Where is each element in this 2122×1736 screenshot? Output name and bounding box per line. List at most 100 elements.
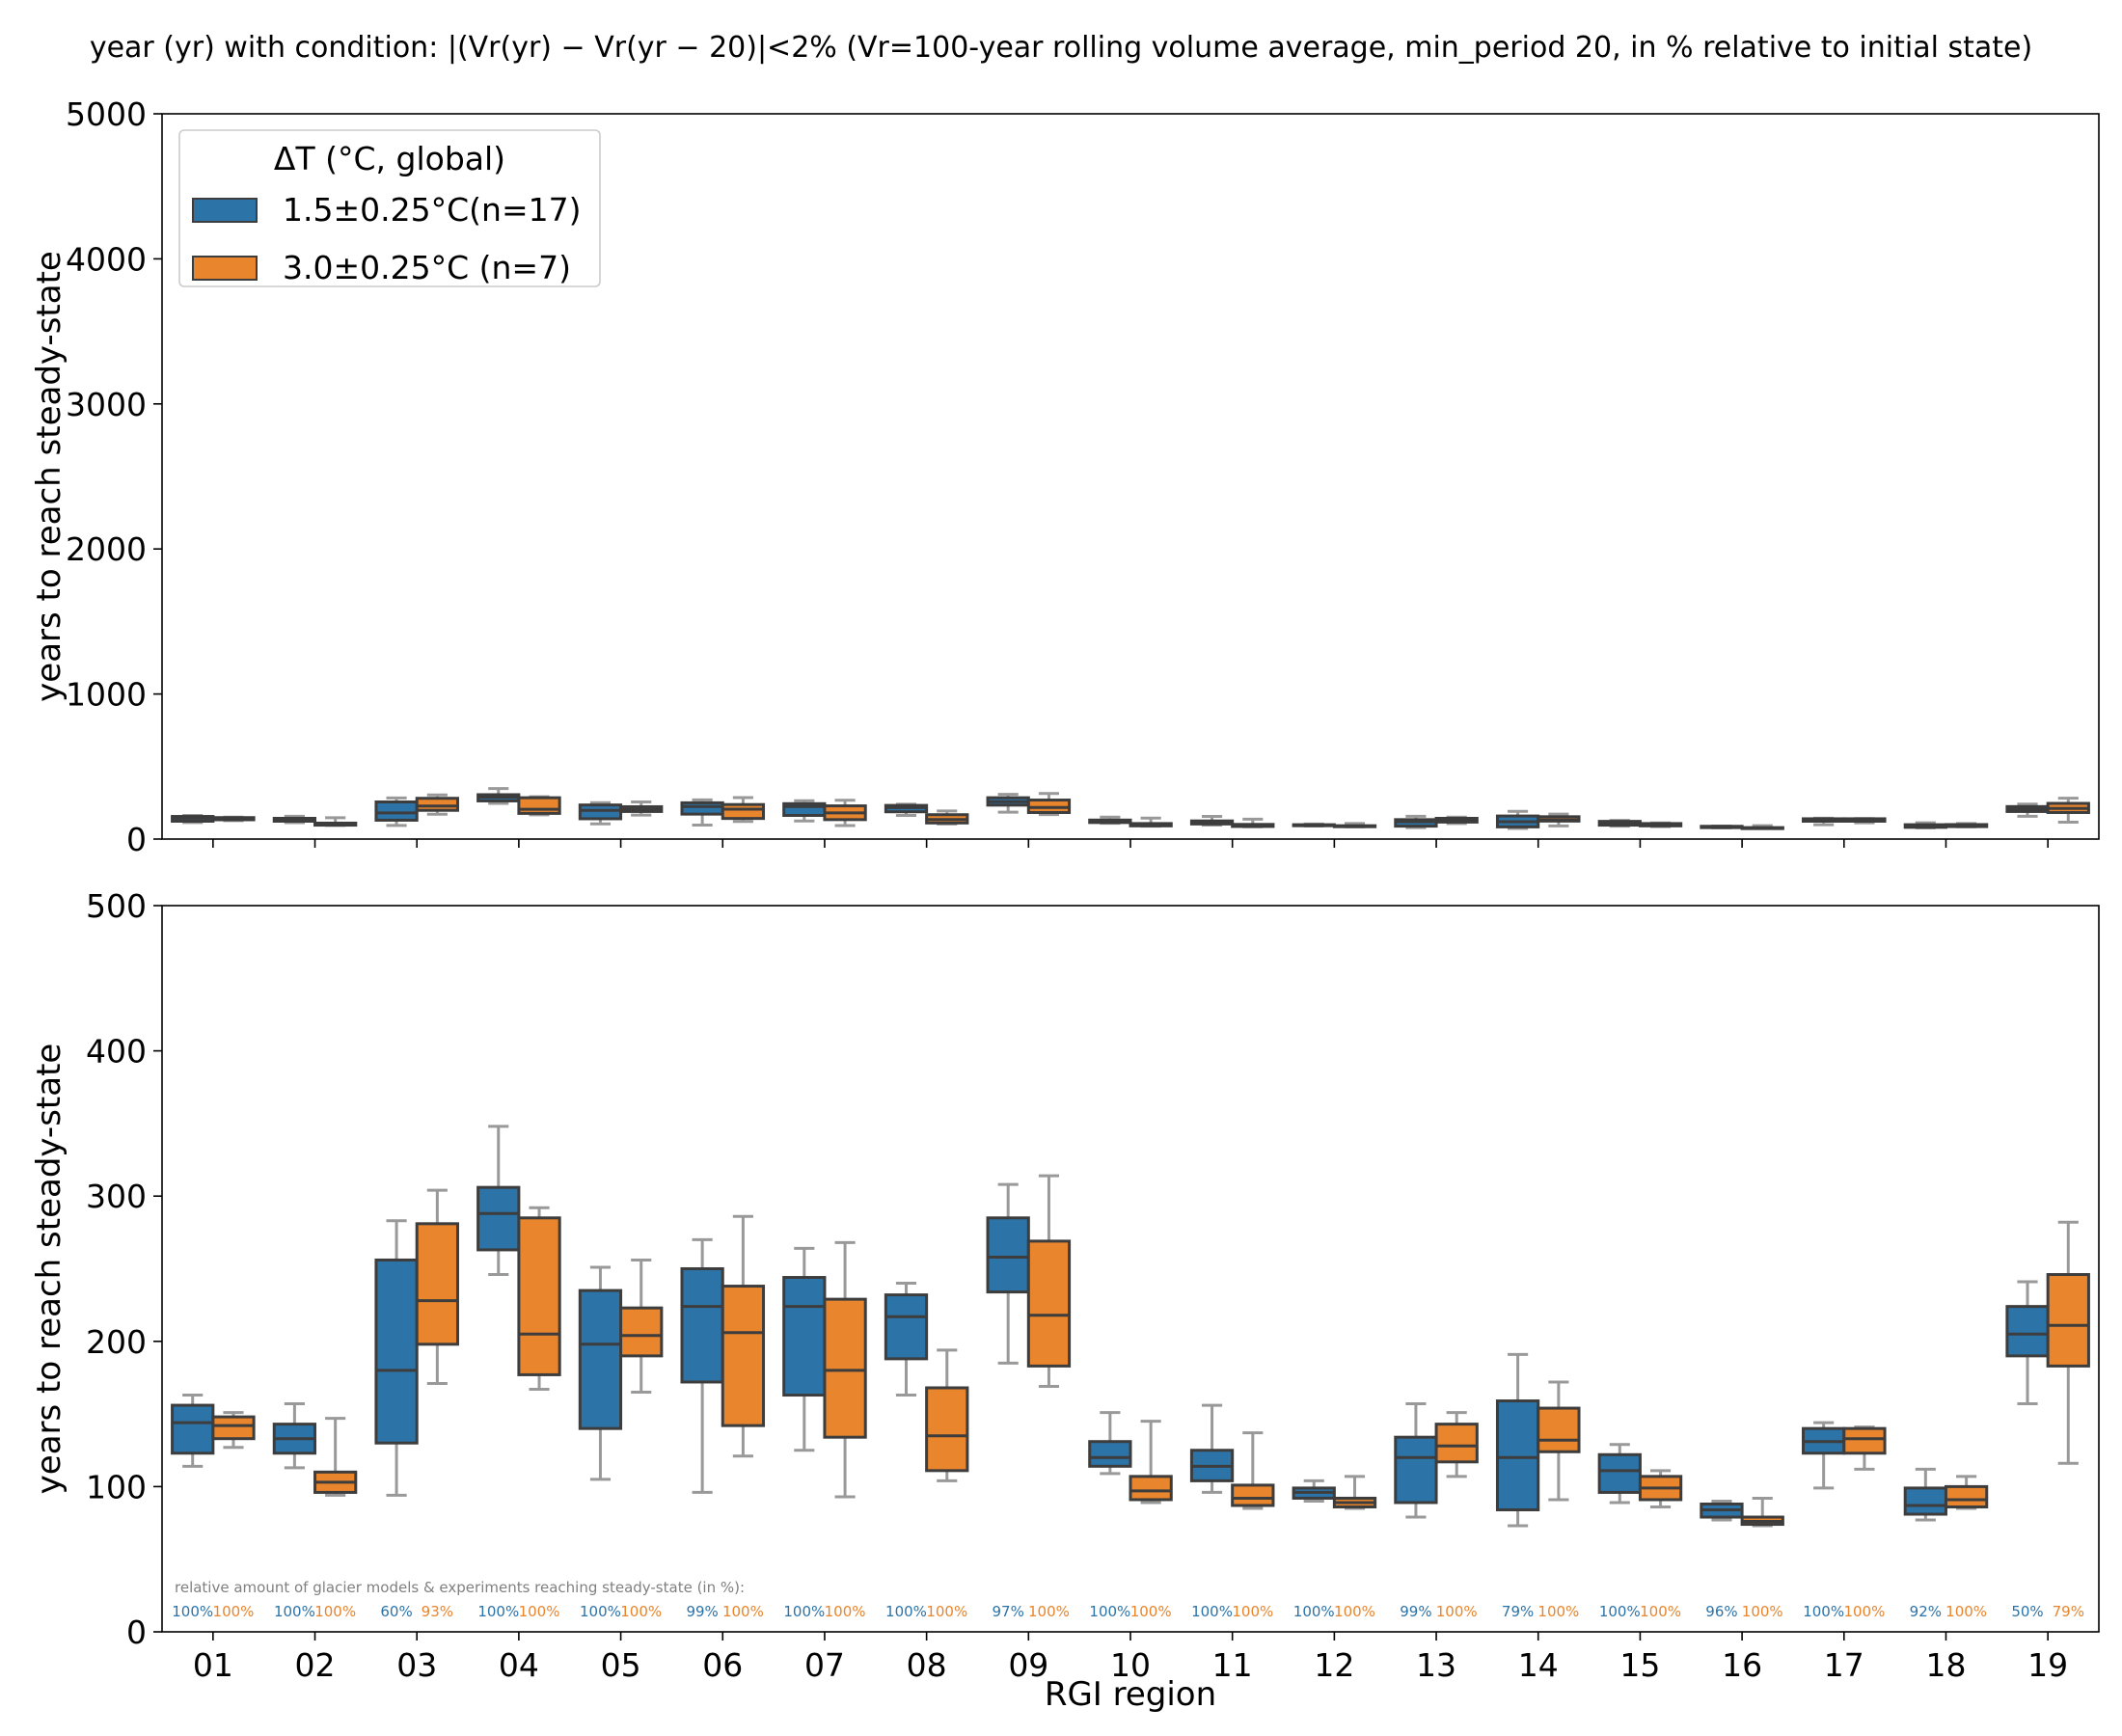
box-body — [721, 1285, 766, 1427]
y-tick-label: 1000 — [66, 676, 147, 714]
box-s15-06 — [680, 798, 724, 827]
box-body — [374, 800, 419, 822]
legend-label-s30: 3.0±0.25°C (n=7) — [283, 249, 571, 286]
x-tick-label-06: 06 — [702, 1646, 743, 1684]
pct-label-s30-08: 100% — [926, 1603, 967, 1620]
box-s30-05 — [619, 1258, 664, 1395]
box-body — [1026, 1239, 1072, 1368]
box-s15-08 — [884, 1282, 929, 1397]
panel-2: 0 100 200 300 400 500 01 02 03 04 05 06 07 08 09 10 11 12… — [30, 887, 2100, 1714]
pct-label-s30-12: 100% — [1334, 1603, 1375, 1620]
box-s15-04 — [476, 1125, 521, 1277]
pct-label-s15-16: 96% — [1705, 1603, 1737, 1620]
pct-label-s15-04: 100% — [477, 1603, 519, 1620]
box-s30-06 — [721, 796, 766, 824]
pct-label-s15-12: 100% — [1293, 1603, 1335, 1620]
pct-label-s15-10: 100% — [1089, 1603, 1130, 1620]
box-s30-14 — [1537, 1380, 1581, 1502]
box-s15-02 — [272, 1402, 317, 1470]
pct-label-s30-15: 100% — [1640, 1603, 1681, 1620]
box-s15-14 — [1495, 809, 1540, 830]
box-s30-01 — [211, 815, 256, 823]
box-s30-09 — [1026, 1174, 1072, 1388]
box-s15-12 — [1292, 1478, 1336, 1503]
x-tick-label-11: 11 — [1212, 1646, 1253, 1684]
box-s15-03 — [374, 1219, 419, 1497]
pct-label-s30-07: 100% — [825, 1603, 866, 1620]
pct-label-s15-11: 100% — [1191, 1603, 1233, 1620]
pct-label-s30-11: 100% — [1232, 1603, 1273, 1620]
box-s15-15 — [1597, 819, 1642, 828]
box-s30-09 — [1026, 792, 1072, 817]
pct-label-s30-17: 100% — [1843, 1603, 1885, 1620]
box-body — [578, 1288, 623, 1430]
box-body — [1434, 1423, 1479, 1464]
box-s30-11 — [1231, 1431, 1275, 1510]
annotation-title: relative amount of glacier models & expe… — [175, 1579, 745, 1596]
box-s15-02 — [272, 814, 317, 825]
box-s15-18 — [1903, 821, 1947, 829]
box-body — [721, 802, 766, 821]
x-tick-label-03: 03 — [396, 1646, 437, 1684]
box-s15-09 — [986, 793, 1030, 814]
y-tick-label: 4000 — [66, 240, 147, 278]
y-tick-label: 2000 — [66, 530, 147, 568]
box-s15-04 — [476, 787, 521, 805]
box-s30-13 — [1434, 1411, 1479, 1478]
box-s15-09 — [986, 1182, 1030, 1365]
box-s30-02 — [313, 816, 358, 827]
y-tick-label: 3000 — [66, 386, 147, 423]
y-tick-label: 300 — [86, 1178, 147, 1215]
x-tick-label-01: 01 — [193, 1646, 233, 1684]
pct-label-s30-14: 100% — [1537, 1603, 1579, 1620]
pct-label-s15-08: 100% — [885, 1603, 927, 1620]
pct-label-s15-17: 100% — [1803, 1603, 1844, 1620]
box-s30-03 — [415, 1188, 459, 1385]
box-s15-10 — [1088, 1411, 1132, 1476]
box-body — [476, 1185, 521, 1252]
box-s15-01 — [171, 1394, 215, 1468]
box-body — [517, 796, 561, 815]
box-s15-16 — [1700, 1499, 1744, 1522]
pct-label-s30-09: 100% — [1028, 1603, 1070, 1620]
box-s30-17 — [1842, 817, 1887, 825]
box-s30-06 — [721, 1214, 766, 1458]
box-s15-14 — [1495, 1352, 1540, 1528]
box-s30-07 — [823, 1240, 867, 1499]
pct-label-s15-02: 100% — [274, 1603, 315, 1620]
x-tick-label-19: 19 — [2027, 1646, 2068, 1684]
y-tick-label: 400 — [86, 1033, 147, 1071]
legend: ΔT (°C, global) 1.5±0.25°C(n=17) 3.0±0.25°… — [178, 129, 601, 287]
pct-label-s30-02: 100% — [314, 1603, 356, 1620]
box-s30-19 — [2046, 1220, 2090, 1465]
pct-label-s15-09: 97% — [993, 1603, 1024, 1620]
box-s15-11 — [1189, 815, 1235, 827]
box-s30-04 — [517, 795, 561, 817]
box-s30-13 — [1434, 815, 1479, 826]
y-tick-label: 0 — [126, 1614, 147, 1651]
y-tick-label: 100 — [86, 1468, 147, 1505]
box-body — [1129, 1475, 1173, 1502]
box-body — [374, 1258, 419, 1445]
box-s15-18 — [1903, 1467, 1947, 1522]
x-tick-label-15: 15 — [1619, 1646, 1660, 1684]
y-axis-label: years to reach steady-state — [30, 251, 68, 702]
pct-label-s15-19: 50% — [2011, 1603, 2043, 1620]
box-s15-06 — [680, 1237, 724, 1494]
x-tick-label-07: 07 — [804, 1646, 845, 1684]
box-s30-15 — [1638, 1469, 1683, 1508]
box-body — [782, 1276, 827, 1397]
box-s30-19 — [2046, 797, 2090, 825]
box-body — [1842, 1426, 1887, 1455]
box-body — [1088, 1440, 1132, 1468]
pct-label-s15-13: 99% — [1400, 1603, 1431, 1620]
box-s15-08 — [884, 802, 929, 817]
box-s15-19 — [2005, 1280, 2050, 1406]
box-body — [823, 1297, 867, 1439]
pct-label-s15-15: 100% — [1599, 1603, 1641, 1620]
chart-title: year (yr) with condition: |(Vr(yr) − Vr(… — [89, 31, 2033, 65]
box-body — [680, 800, 724, 816]
box-s15-15 — [1597, 1443, 1642, 1505]
box-body — [171, 1403, 215, 1455]
box-s15-01 — [171, 813, 215, 825]
